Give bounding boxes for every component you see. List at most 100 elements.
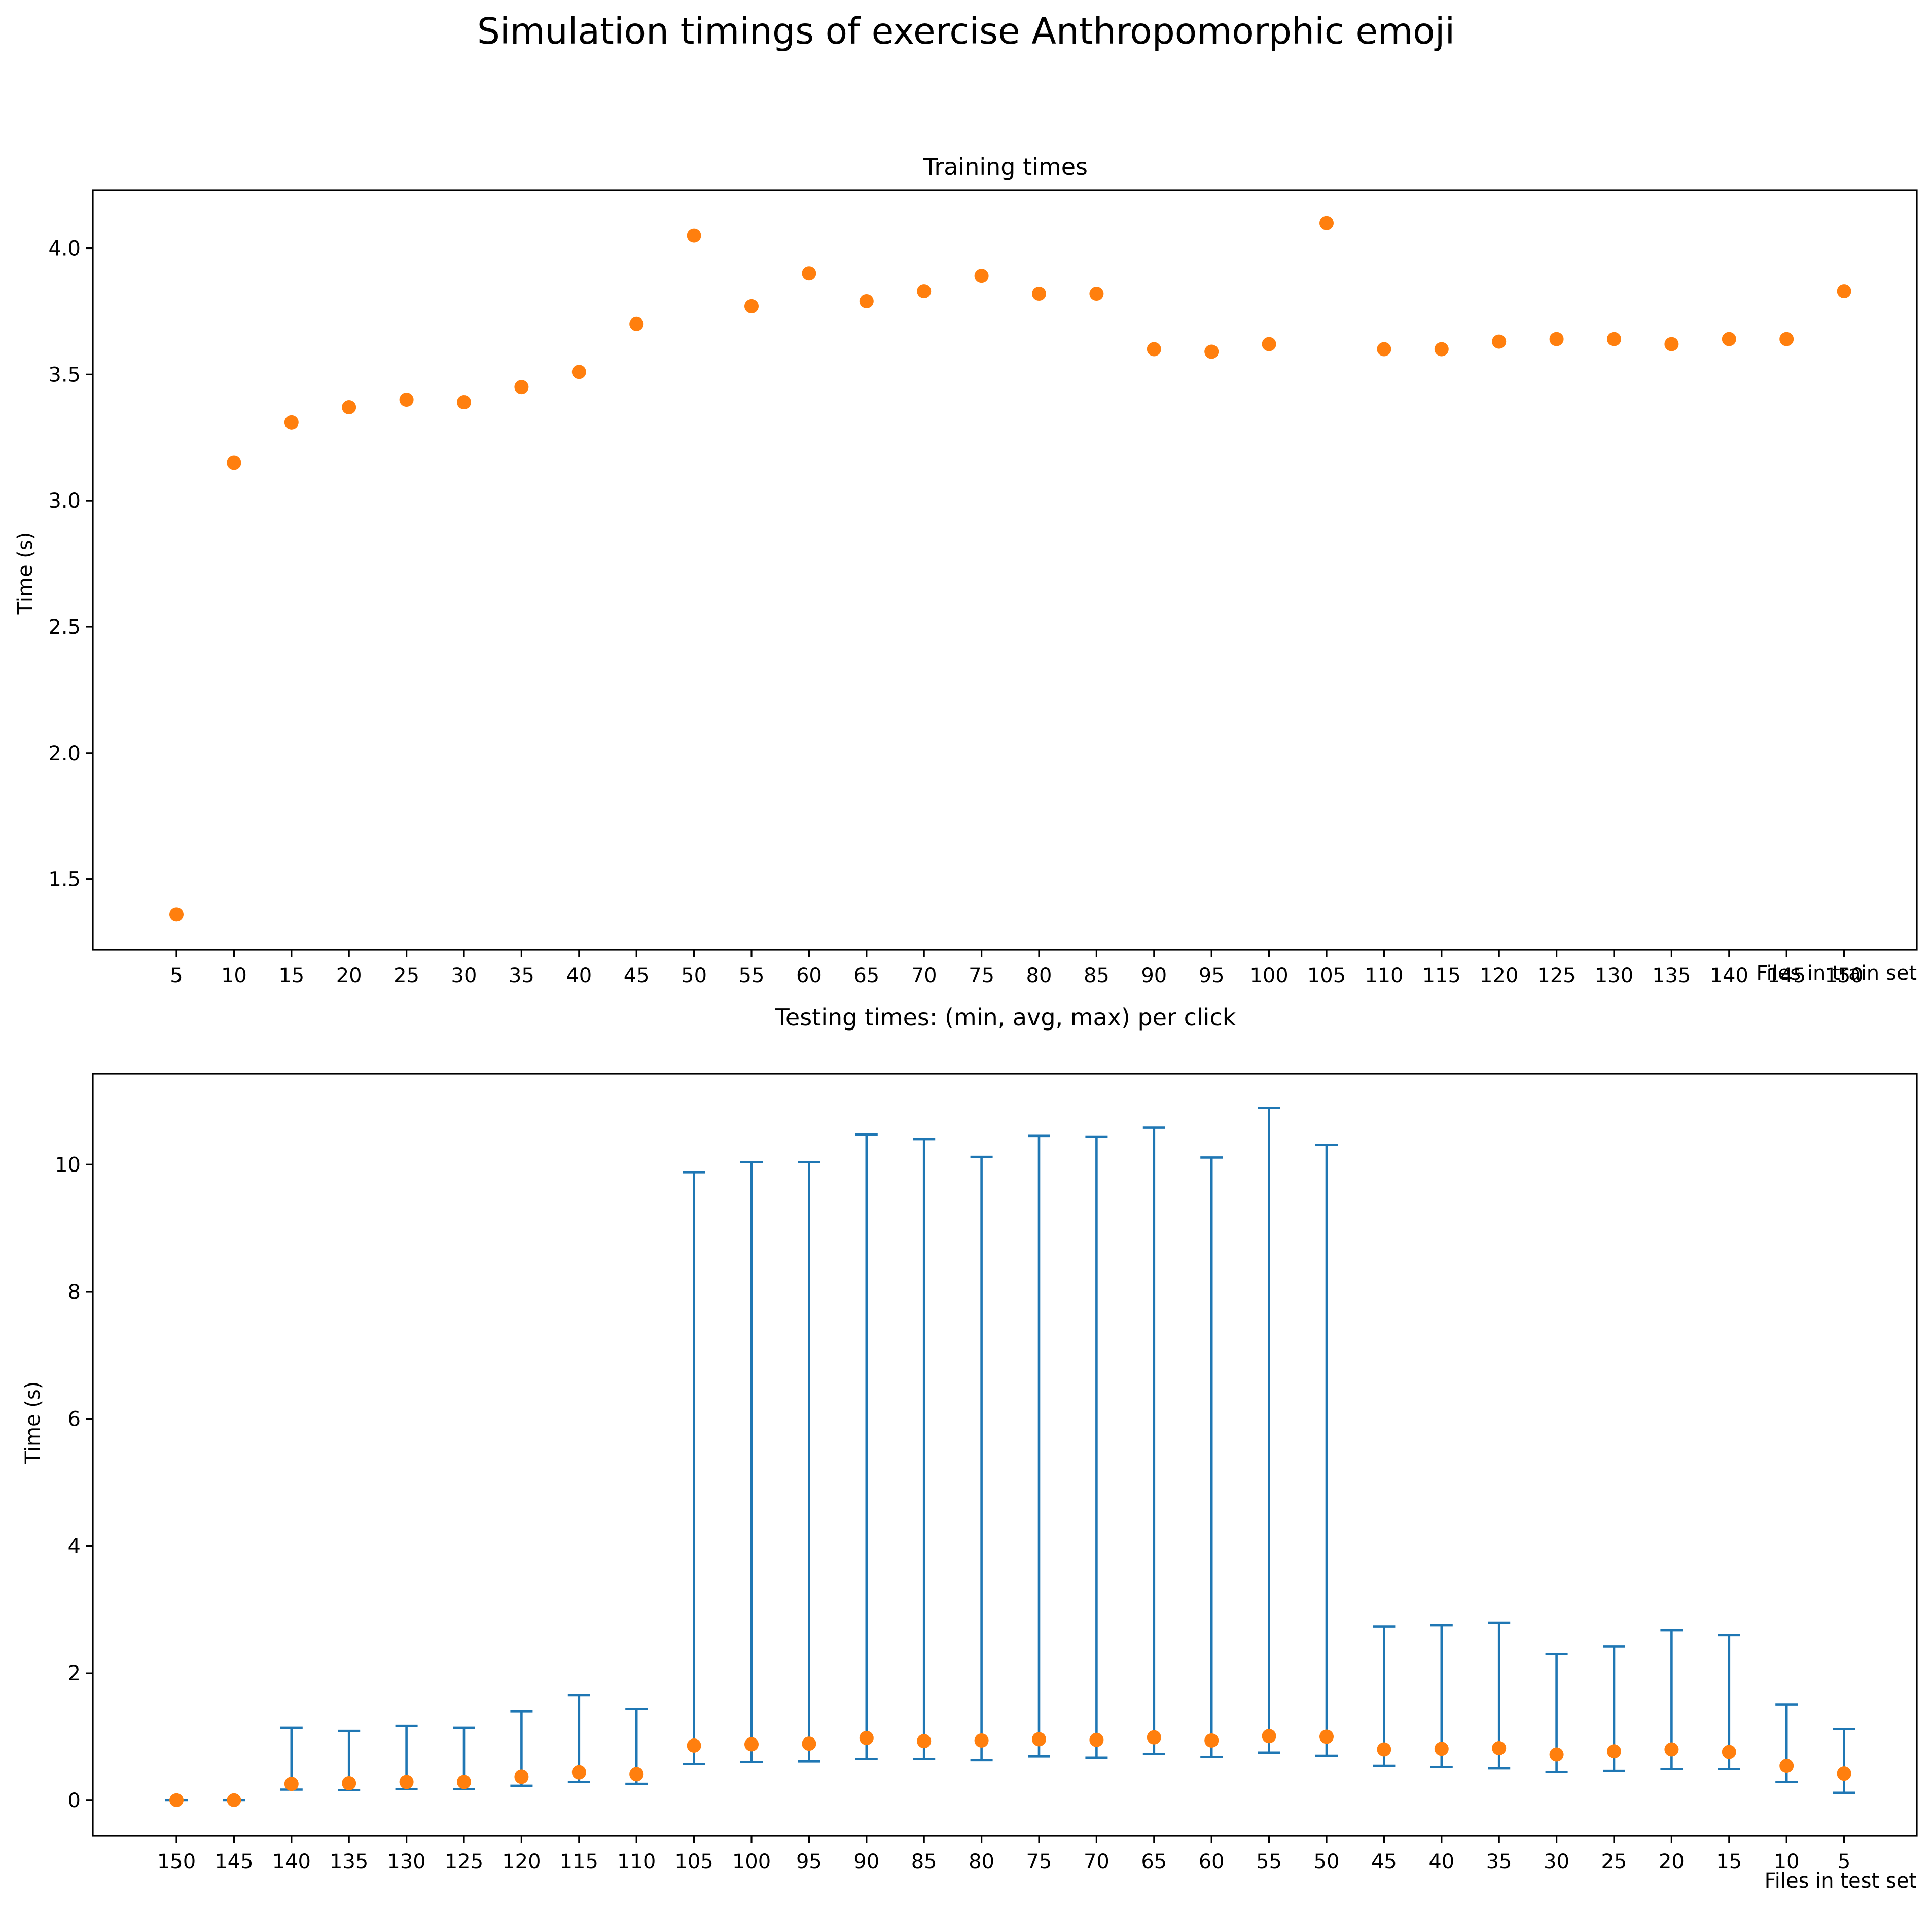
- testing-x-ticks: 150 145 140 135 130 125 120 115 110 105 100 95 90 85 8…: [157, 1836, 1850, 1873]
- testing-avg-point: [1837, 1766, 1851, 1781]
- testing-avg-point: [974, 1733, 989, 1748]
- testing-avg-point: [1779, 1759, 1794, 1773]
- train-xtick-label: 60: [796, 964, 822, 987]
- test-ytick-label: 4: [68, 1535, 81, 1558]
- training-point: [514, 380, 529, 395]
- training-plot-frame: [92, 189, 1918, 951]
- test-xtick-label: 115: [560, 1850, 598, 1873]
- train-xtick-label: 90: [1141, 964, 1167, 987]
- training-x-ticks: 5 10 15 20 25 30 35 40 45 50 55 60 65 70 75 80 85 90 95 100…: [170, 950, 1864, 987]
- train-ytick-label: 3.0: [48, 489, 81, 513]
- training-point: [1377, 342, 1391, 357]
- training-point: [1147, 342, 1161, 357]
- training-point: [1664, 337, 1679, 351]
- train-ytick-label: 2.5: [48, 616, 81, 639]
- training-point: [629, 316, 644, 331]
- test-xtick-label: 110: [617, 1850, 656, 1873]
- train-xtick-label: 50: [681, 964, 707, 987]
- test-xtick-label: 65: [1141, 1850, 1167, 1873]
- testing-avg-point: [571, 1765, 586, 1780]
- testing-avg-point: [399, 1775, 414, 1789]
- train-xtick-label: 100: [1249, 964, 1288, 987]
- test-xtick-label: 150: [157, 1850, 196, 1873]
- test-xtick-label: 125: [445, 1850, 483, 1873]
- testing-avg-point: [802, 1736, 816, 1751]
- test-xtick-label: 30: [1544, 1850, 1569, 1873]
- test-xtick-label: 120: [502, 1850, 541, 1873]
- testing-avg-point: [917, 1734, 932, 1749]
- training-point: [917, 284, 932, 299]
- training-point: [1549, 332, 1564, 346]
- training-points: [169, 216, 1851, 922]
- test-xtick-label: 100: [732, 1850, 771, 1873]
- train-xtick-label: 40: [566, 964, 592, 987]
- train-xtick-label: 65: [853, 964, 879, 987]
- training-y-ticks: 1.5 2.0 2.5 3.0 3.5 4.0: [48, 237, 93, 892]
- testing-avg-point: [1492, 1741, 1507, 1756]
- train-ytick-label: 4.0: [48, 237, 81, 260]
- test-ytick-label: 10: [55, 1153, 81, 1177]
- testing-avg-point: [1722, 1745, 1736, 1759]
- train-xtick-label: 35: [509, 964, 534, 987]
- testing-avg-point: [1664, 1742, 1679, 1757]
- train-xtick-label: 105: [1307, 964, 1346, 987]
- test-xtick-label: 80: [969, 1850, 994, 1873]
- training-point: [802, 266, 816, 281]
- training-point: [1262, 337, 1276, 351]
- test-xtick-label: 70: [1084, 1850, 1110, 1873]
- test-xtick-label: 15: [1716, 1850, 1742, 1873]
- test-xtick-label: 135: [330, 1850, 368, 1873]
- test-xtick-label: 75: [1026, 1850, 1052, 1873]
- training-point: [284, 415, 299, 430]
- train-xtick-label: 85: [1084, 964, 1110, 987]
- train-xtick-label: 150: [1824, 964, 1863, 987]
- testing-avg-point: [227, 1793, 241, 1807]
- train-xtick-label: 75: [969, 964, 994, 987]
- train-xtick-label: 120: [1480, 964, 1518, 987]
- train-ytick-label: 3.5: [48, 363, 81, 386]
- train-xtick-label: 10: [221, 964, 247, 987]
- testing-avg-point: [1204, 1733, 1219, 1748]
- testing-times-panel: Testing times: (min, avg, max) per click…: [21, 1004, 1918, 1893]
- training-point: [227, 455, 241, 470]
- training-point: [399, 393, 414, 407]
- train-xtick-label: 145: [1767, 964, 1806, 987]
- testing-y-ticks: 0 2 4 6 8 10: [55, 1153, 93, 1813]
- test-ytick-label: 2: [68, 1662, 81, 1685]
- train-xtick-label: 55: [739, 964, 765, 987]
- training-point: [1837, 284, 1851, 299]
- training-point: [1089, 287, 1104, 301]
- testing-avg-point: [859, 1730, 874, 1745]
- test-xtick-label: 60: [1199, 1850, 1225, 1873]
- testing-avg-point: [1434, 1742, 1449, 1756]
- train-ytick-label: 1.5: [48, 868, 81, 892]
- testing-avg-point: [514, 1769, 529, 1784]
- testing-plot-frame: [92, 1073, 1918, 1837]
- training-point: [1204, 344, 1219, 359]
- testing-panel-title: Testing times: (min, avg, max) per click: [775, 1004, 1236, 1031]
- testing-errorbars: [165, 1107, 1855, 1802]
- test-xtick-label: 130: [387, 1850, 425, 1873]
- test-xtick-label: 10: [1774, 1850, 1800, 1873]
- training-times-panel: Training times Time (s) Files in train s…: [14, 153, 1918, 987]
- training-point: [1434, 342, 1449, 357]
- testing-avg-point: [342, 1776, 356, 1790]
- train-xtick-label: 95: [1199, 964, 1225, 987]
- train-xtick-label: 5: [170, 964, 183, 987]
- testing-avg-point: [284, 1777, 299, 1791]
- training-point: [571, 365, 586, 379]
- test-xtick-label: 25: [1601, 1850, 1627, 1873]
- training-point: [1319, 216, 1334, 230]
- testing-avg-point: [169, 1793, 184, 1807]
- test-xtick-label: 90: [853, 1850, 879, 1873]
- train-xtick-label: 115: [1422, 964, 1461, 987]
- training-point: [1779, 332, 1794, 346]
- train-xtick-label: 25: [393, 964, 419, 987]
- training-point: [342, 400, 356, 414]
- testing-avg-point: [687, 1738, 701, 1753]
- test-xtick-label: 45: [1371, 1850, 1397, 1873]
- testing-avg-point: [1607, 1744, 1621, 1759]
- train-xtick-label: 70: [911, 964, 937, 987]
- testing-avg-point: [1147, 1730, 1161, 1745]
- test-xtick-label: 40: [1428, 1850, 1454, 1873]
